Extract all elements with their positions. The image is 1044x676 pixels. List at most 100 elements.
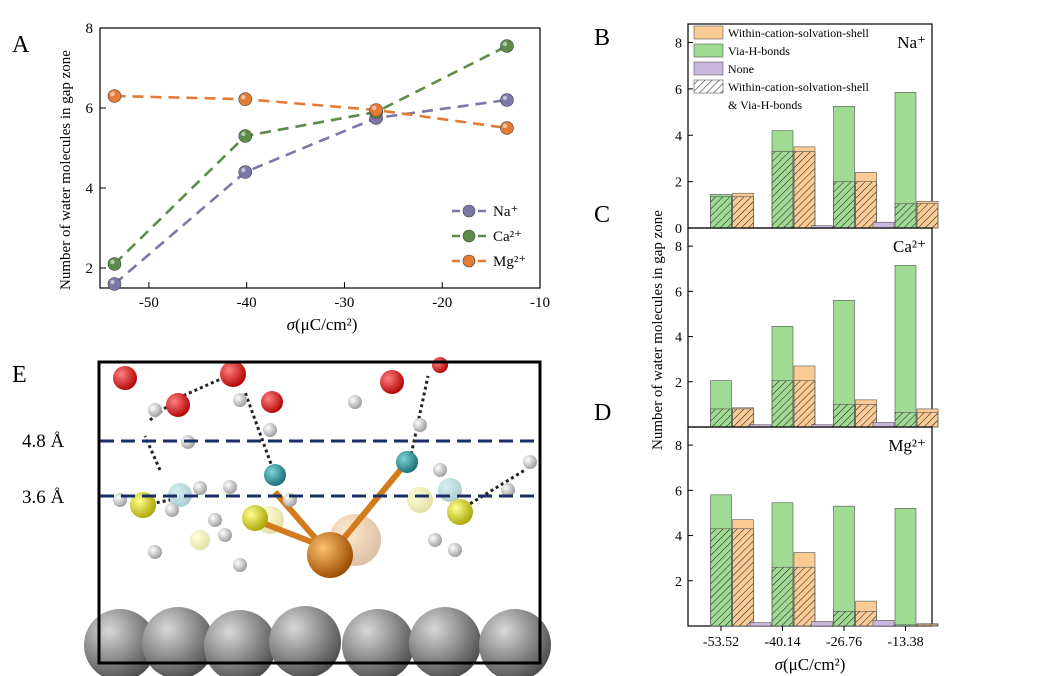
- bar-legend-label: & Via-H-bonds: [728, 98, 802, 112]
- panel-a-data-point: [107, 257, 122, 271]
- panel-a-data-point: [238, 165, 253, 179]
- panel-a-y-tick-label: 2: [86, 261, 94, 277]
- bar-panel-y-tick-label: 2: [675, 376, 682, 391]
- bar-none: [872, 221, 895, 229]
- oxygen-atom: [166, 393, 190, 417]
- bar-panel-y-tick-label: 8: [675, 240, 682, 255]
- bar-legend-swatch-hatch: [694, 80, 723, 93]
- bar-via-h-bonds: [833, 505, 855, 627]
- bar-none: [811, 621, 833, 627]
- hydrogen-bond: [144, 498, 171, 507]
- hydrogen-atom: [218, 528, 232, 542]
- bar-legend-label: Within-cation-solvation-shell: [728, 26, 869, 40]
- panel-a-data-point: [369, 103, 383, 117]
- bar-panel-y-tick-label: 8: [675, 37, 682, 52]
- hydrogen-bond: [459, 468, 526, 512]
- bar-legend-label: Within-cation-solvation-shell: [728, 80, 869, 94]
- hydrogen-atom: [448, 543, 462, 557]
- bar-within-shell-hatched: [855, 181, 877, 229]
- bar-within-shell-hatched: [732, 408, 754, 428]
- bar-legend-label: Via-H-bonds: [728, 44, 790, 58]
- bar-panel-y-tick-label: 0: [675, 222, 682, 237]
- bar-via-h-bonds-hatched: [710, 196, 732, 229]
- bar-panel-ion-label: Na⁺: [897, 33, 926, 52]
- panel-a-data-point-highlight: [241, 95, 246, 100]
- hydrogen-atom: [428, 533, 442, 547]
- hydrogen-atom: [501, 483, 515, 497]
- molecular-structure-image: [84, 357, 551, 676]
- surface-atom: [84, 609, 156, 676]
- surface-atom: [204, 610, 276, 676]
- panel-a-legend-marker: [462, 229, 476, 243]
- distance-label-3-6: 3.6 Å: [22, 487, 65, 508]
- panel-a-data-point-highlight: [502, 41, 508, 47]
- bar-none: [872, 620, 895, 627]
- bar-panel-ion-label: Mg²⁺: [888, 436, 926, 455]
- panel-a-series-line: [114, 94, 508, 130]
- bar-within-shell-hatched: [732, 528, 754, 627]
- bar-within-shell-hatched: [855, 611, 877, 627]
- hydrogen-atom: [523, 455, 537, 469]
- bar-none: [872, 422, 895, 428]
- hydrogen-atom: [208, 513, 222, 527]
- oxygen-atom: [220, 361, 246, 387]
- panel-label-a: A: [12, 32, 30, 58]
- panel-a-data-point-highlight: [371, 105, 377, 111]
- bar-within-shell-hatched: [916, 203, 939, 229]
- panel-e-frame: [97, 360, 542, 665]
- surface-atom: [142, 607, 214, 676]
- bar-via-h-bonds-hatched: [894, 412, 917, 428]
- bar-panel-y-tick-label: 4: [675, 530, 682, 545]
- panel-a-x-tick-label: -50: [139, 295, 159, 311]
- bar-legend-label: None: [728, 62, 754, 76]
- panel-bcd-x-axis-label: σ(μC/cm²): [775, 655, 846, 674]
- bar-within-shell-hatched: [732, 196, 754, 229]
- cation-atom: [307, 532, 353, 578]
- distance-label-4-8: 4.8 Å: [22, 431, 65, 452]
- bar-panel-y-tick-label: 2: [675, 176, 682, 191]
- bar-x-tick-label: -53.52: [703, 635, 739, 650]
- panel-label-e: E: [12, 362, 27, 388]
- hydrogen-atom: [413, 418, 427, 432]
- hydrogen-bond: [243, 391, 277, 476]
- panel-a-y-tick-label: 8: [86, 21, 94, 37]
- bar-via-h-bonds-hatched: [894, 203, 917, 229]
- bar-via-h-bonds: [894, 508, 917, 627]
- surface-atom: [342, 609, 414, 676]
- bar-x-tick-label: -26.76: [826, 635, 862, 650]
- bar-panel-ion-label: Ca²⁺: [893, 237, 926, 256]
- panel-a-data-point-highlight: [110, 259, 115, 265]
- bar-via-h-bonds-hatched: [771, 566, 794, 627]
- panel-a-data-point-highlight: [502, 123, 508, 129]
- bar-via-h-bonds-hatched: [833, 404, 855, 428]
- oxygen-atom: [113, 366, 137, 390]
- bar-x-tick-label: -40.14: [764, 635, 800, 650]
- panel-label-b: B: [594, 25, 610, 51]
- panel-a-data-point: [238, 92, 253, 106]
- bar-legend-swatch: [693, 61, 724, 76]
- bar-via-h-bonds-hatched: [833, 181, 855, 229]
- teal-atom: [264, 464, 286, 486]
- bar-panel-y-tick-label: 2: [675, 575, 682, 590]
- yellow-atom: [130, 492, 156, 518]
- bar-within-shell-hatched: [793, 151, 816, 229]
- hydrogen-atom: [165, 503, 179, 517]
- panel-e-molecular-snapshot: E 4.8 Å 3.6 Å: [12, 357, 551, 676]
- bar-via-h-bonds-hatched: [771, 151, 794, 229]
- bar-panel-y-tick-label: 6: [675, 83, 682, 98]
- oxygen-atom: [261, 391, 283, 413]
- oxygen-atom: [380, 370, 404, 394]
- bar-legend-swatch: [693, 43, 724, 58]
- bar-within-shell-hatched: [916, 624, 939, 627]
- bar-panel-y-tick-label: 8: [675, 439, 682, 454]
- bar-panel-y-tick-label: 4: [675, 331, 682, 346]
- panel-a-x-tick-label: -10: [530, 295, 550, 311]
- background-atom: [190, 530, 210, 550]
- panel-a-x-tick-label: -40: [237, 295, 257, 311]
- panel-a-legend-label: Ca²⁺: [493, 229, 522, 245]
- panel-a-y-axis-label: Number of water molecules in gap zone: [58, 50, 74, 290]
- panel-a-legend-marker: [462, 254, 476, 268]
- panel-label-c: C: [594, 202, 610, 228]
- hydrogen-atom: [433, 463, 447, 477]
